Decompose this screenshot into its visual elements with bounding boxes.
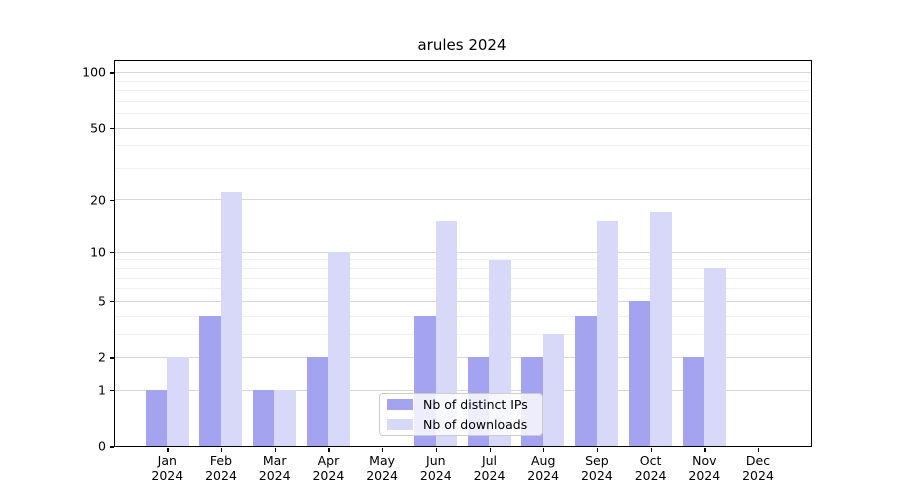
- bar-downloads: [220, 192, 243, 446]
- y-axis-tick: [109, 252, 114, 254]
- y-axis-tick-label: 1: [98, 382, 106, 398]
- gridline-minor: [115, 80, 811, 82]
- y-axis-tick-label: 2: [98, 349, 106, 365]
- y-axis-tick-label: 0: [98, 438, 106, 454]
- y-axis-tick: [109, 72, 114, 74]
- legend: Nb of distinct IPs Nb of downloads: [379, 393, 543, 436]
- gridline-minor: [115, 277, 811, 279]
- bar-distinct-ips: [682, 357, 704, 446]
- bar-distinct-ips: [628, 300, 651, 446]
- y-axis-tick: [109, 199, 114, 201]
- x-axis-month-label: Nov 2024: [688, 453, 721, 483]
- gridline-minor: [115, 100, 811, 102]
- y-axis-tick-label: 100: [82, 64, 106, 80]
- legend-swatch-distinct-ips: [387, 399, 413, 410]
- gridline-major: [115, 357, 811, 358]
- x-axis-tick: [596, 447, 599, 453]
- y-axis-tick-label: 20: [90, 192, 106, 208]
- legend-swatch-downloads: [387, 419, 413, 430]
- x-axis-tick: [435, 447, 438, 453]
- x-axis-tick: [382, 447, 384, 453]
- bar-distinct-ips: [145, 389, 167, 446]
- x-axis-month-label: Dec 2024: [742, 453, 774, 483]
- gridline-minor: [115, 315, 811, 317]
- bar-downloads: [167, 357, 189, 446]
- legend-label-distinct-ips: Nb of distinct IPs: [423, 397, 528, 412]
- x-axis-month-label: Apr 2024: [312, 453, 345, 483]
- legend-row-downloads: Nb of downloads: [380, 417, 542, 433]
- gridline-major: [115, 199, 811, 201]
- gridline-minor: [115, 113, 811, 115]
- x-axis-month-label: Jul 2024: [473, 453, 506, 483]
- bar-distinct-ips: [199, 315, 221, 446]
- bar-downloads: [435, 221, 457, 446]
- x-axis-month-label: Mar 2024: [258, 453, 291, 483]
- y-axis-tick: [109, 446, 114, 448]
- bar-distinct-ips: [252, 389, 275, 446]
- y-axis-tick-label: 10: [90, 244, 106, 260]
- legend-row-distinct-ips: Nb of distinct IPs: [380, 397, 542, 413]
- x-axis-month-label: Feb 2024: [205, 453, 237, 483]
- gridline-minor: [115, 90, 811, 92]
- chart-title: arules 2024: [417, 36, 507, 54]
- bar-downloads: [596, 221, 619, 446]
- x-axis-tick: [489, 447, 491, 453]
- gridline-minor: [115, 268, 811, 270]
- x-axis-month-label: Oct 2024: [634, 453, 667, 483]
- gridline-major: [115, 389, 811, 391]
- x-axis-month-label: Sep 2024: [580, 453, 613, 483]
- x-axis-month-label: Jan 2024: [151, 453, 184, 483]
- y-axis-tick: [109, 127, 114, 130]
- bar-downloads: [328, 251, 350, 446]
- bar-downloads: [542, 333, 565, 446]
- x-axis-tick: [543, 447, 545, 453]
- bar-downloads: [650, 211, 672, 446]
- x-axis-tick: [758, 447, 760, 453]
- y-axis-tick: [109, 390, 114, 392]
- gridline-minor: [115, 259, 811, 261]
- y-axis-tick: [109, 301, 114, 303]
- x-axis-tick: [650, 447, 652, 453]
- gridline-minor: [115, 288, 811, 290]
- x-axis-month-label: Aug 2024: [527, 453, 560, 483]
- bar-downloads: [704, 268, 726, 446]
- x-axis-tick: [274, 447, 276, 453]
- y-axis-tick-label: 5: [98, 293, 106, 309]
- gridline-major: [115, 72, 811, 74]
- bar-distinct-ips: [575, 315, 597, 446]
- plot-area: Nb of distinct IPs Nb of downloads: [114, 60, 812, 447]
- y-axis-tick-label: 50: [90, 120, 106, 136]
- bar-downloads: [274, 389, 296, 446]
- gridline-major: [115, 127, 811, 129]
- gridline-minor: [115, 145, 811, 147]
- bar-distinct-ips: [306, 357, 329, 446]
- legend-label-downloads: Nb of downloads: [423, 417, 528, 432]
- x-axis-tick: [167, 447, 169, 453]
- x-axis-tick: [704, 447, 706, 453]
- x-axis-month-label: May 2024: [366, 453, 398, 483]
- x-axis-tick: [328, 447, 330, 453]
- gridline-minor: [115, 333, 811, 335]
- x-axis-tick: [221, 447, 223, 453]
- x-axis-month-label: Jun 2024: [419, 453, 452, 483]
- y-axis-tick: [109, 357, 114, 359]
- gridline-major: [115, 300, 811, 302]
- gridline-minor: [115, 167, 811, 169]
- gridline-major: [115, 251, 811, 253]
